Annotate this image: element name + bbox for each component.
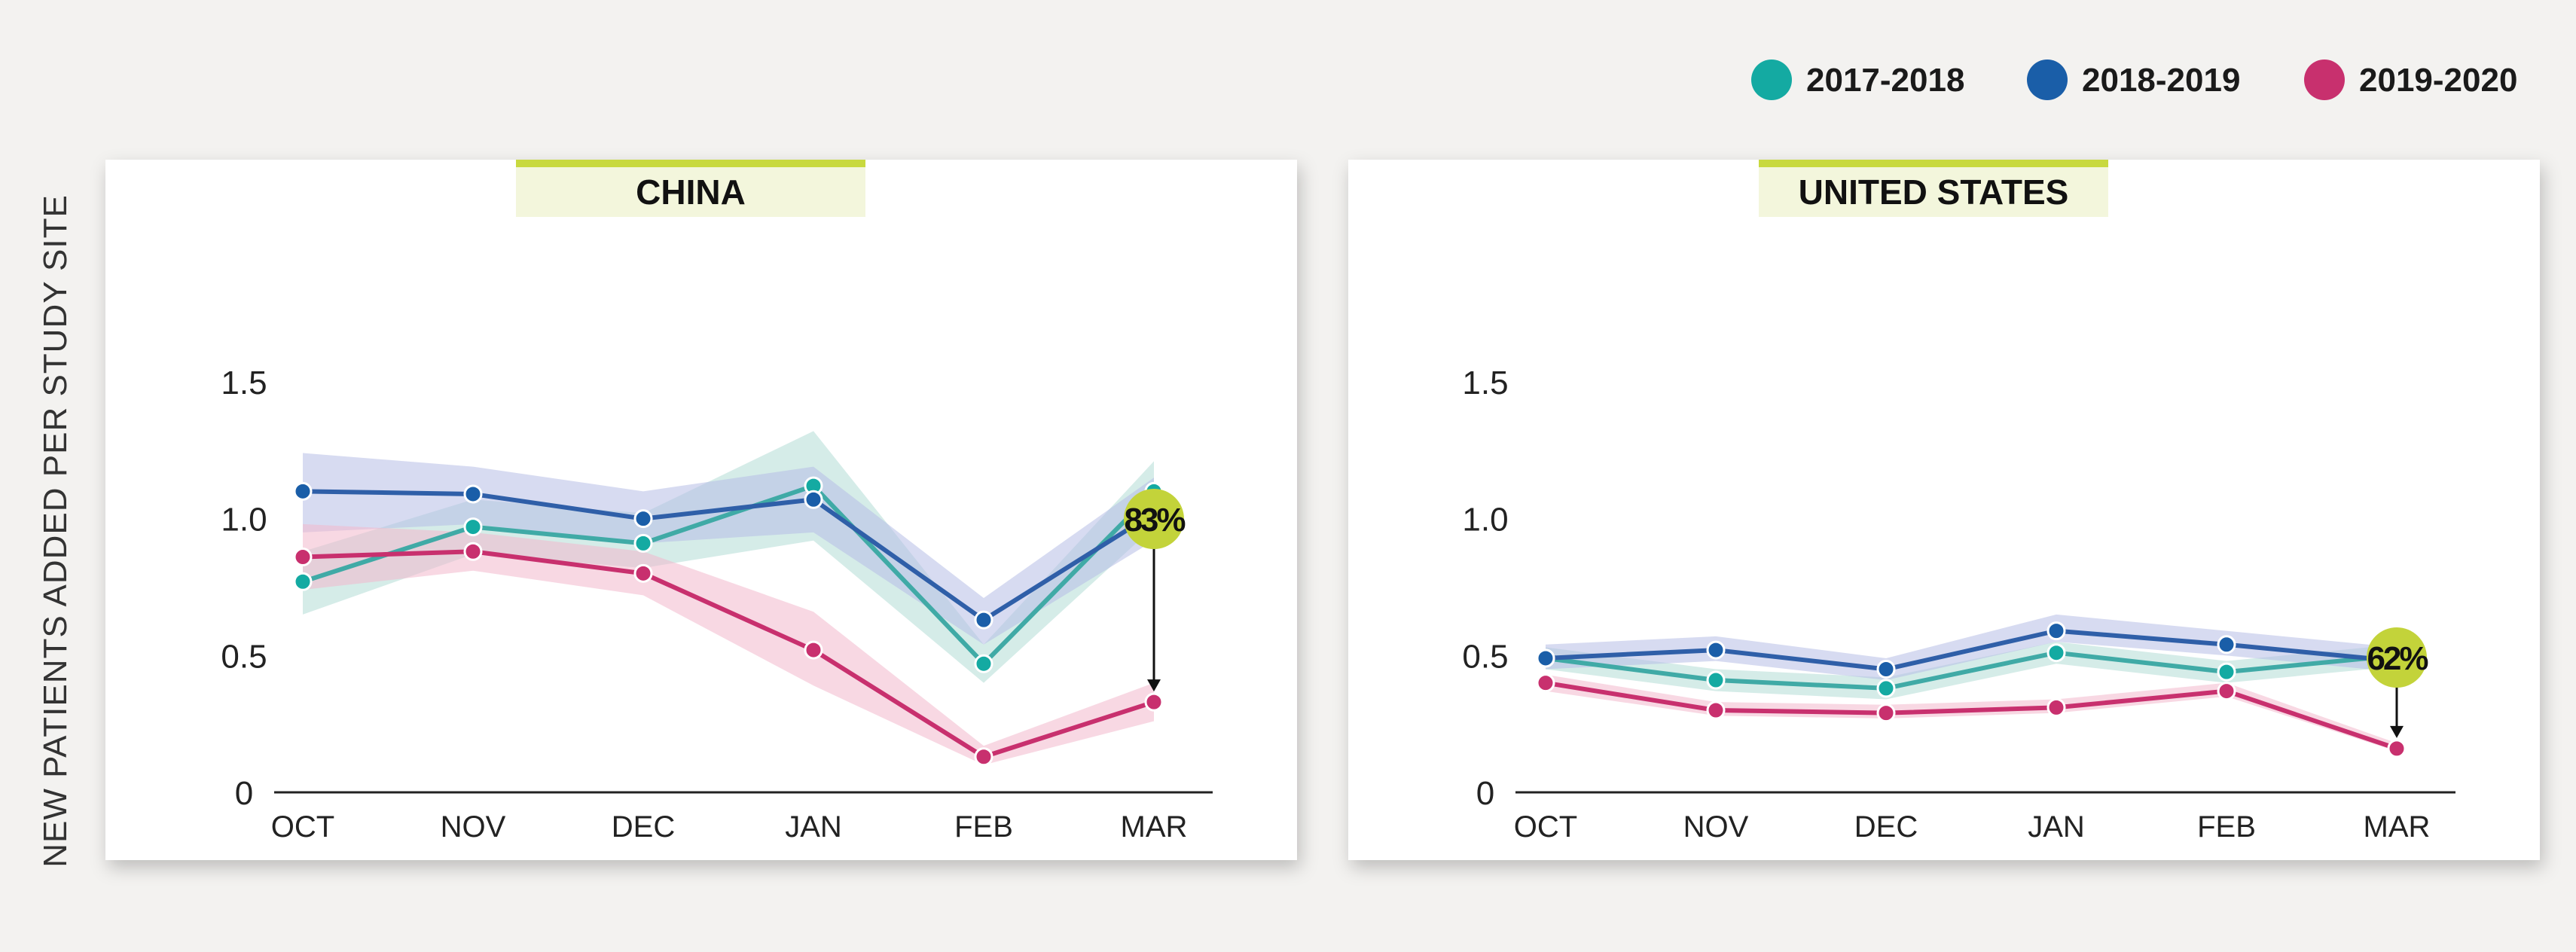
data-point-2019-2020-DEC	[633, 563, 653, 583]
data-point-2018-2019-JAN	[804, 490, 823, 509]
series-line-2017-2018	[1545, 650, 2397, 691]
data-point-2019-2020-JAN	[2046, 697, 2066, 717]
data-point-2018-2019-DEC	[1876, 660, 1896, 679]
data-point-2019-2020-FEB	[974, 747, 993, 767]
x-tick-label: JAN	[785, 810, 842, 844]
data-point-2017-2018-DEC	[1876, 679, 1896, 698]
data-point-2018-2019-OCT	[1536, 648, 1555, 668]
data-point-2019-2020-OCT	[293, 548, 313, 567]
annotation-badge	[2367, 627, 2427, 688]
data-point-2017-2018-FEB	[974, 654, 993, 673]
y-tick-label: 0.5	[1462, 638, 1508, 675]
x-tick-label: MAR	[1121, 810, 1188, 844]
data-point-2017-2018-FEB	[2217, 662, 2236, 682]
legend: 2017-2018 2018-2019 2019-2020	[1751, 60, 2517, 100]
series-line-2019-2020	[302, 549, 1155, 759]
panel-title-background	[1759, 160, 2108, 217]
series-line-2019-2020	[1545, 680, 2397, 751]
x-tick-label: FEB	[2197, 810, 2256, 844]
y-tick-label: 1.5	[1462, 365, 1508, 401]
data-point-2018-2019-NOV	[1706, 640, 1726, 660]
series-line-2018-2019	[302, 489, 1155, 623]
annotation-label: 62%	[2367, 640, 2428, 677]
confidence-band-2018-2019	[1546, 614, 2397, 681]
x-tick-label: OCT	[271, 810, 334, 844]
data-point-2019-2020-NOV	[1706, 700, 1726, 720]
x-tick-label: MAR	[2364, 810, 2431, 844]
y-tick-label: 0.5	[221, 638, 267, 675]
panel-title: CHINA	[636, 172, 746, 212]
data-point-2019-2020-MAR	[2387, 739, 2407, 758]
y-tick-label: 1.5	[221, 365, 267, 401]
data-point-2019-2020-DEC	[1876, 703, 1896, 723]
legend-label: 2019-2020	[2359, 62, 2517, 99]
x-tick-label: DEC	[1854, 810, 1918, 844]
data-point-2017-2018-NOV	[1706, 670, 1726, 690]
confidence-band-2019-2020	[303, 523, 1154, 765]
data-point-2019-2020-JAN	[804, 640, 823, 660]
y-tick-label: 0	[1476, 775, 1494, 812]
panel-title: UNITED STATES	[1799, 172, 2069, 212]
data-point-2019-2020-NOV	[463, 542, 483, 561]
data-point-2019-2020-MAR	[1144, 692, 1164, 712]
data-point-2019-2020-FEB	[2217, 682, 2236, 701]
data-point-2017-2018-DEC	[633, 533, 653, 553]
panel-title-accent	[516, 160, 865, 167]
data-point-2018-2019-JAN	[2046, 621, 2066, 641]
panel-title-accent	[1759, 160, 2108, 167]
data-point-2018-2019-FEB	[2217, 635, 2236, 654]
x-tick-label: JAN	[2028, 810, 2085, 844]
legend-label: 2018-2019	[2082, 62, 2240, 99]
data-point-2018-2019-OCT	[293, 481, 313, 501]
legend-marker-2019-2020	[2304, 60, 2345, 100]
annotation-arrow-head	[1147, 679, 1161, 692]
y-tick-label: 1.0	[221, 502, 267, 539]
data-point-2019-2020-OCT	[1536, 673, 1555, 693]
data-point-2018-2019-DEC	[633, 509, 653, 529]
y-tick-label: 0	[235, 775, 253, 812]
panel-title-background	[516, 160, 865, 217]
x-tick-label: NOV	[441, 810, 506, 844]
x-tick-label: DEC	[612, 810, 675, 844]
data-point-2017-2018-NOV	[463, 517, 483, 537]
data-point-2017-2018-OCT	[293, 572, 313, 591]
chart-panel-china: CHINA 0 0.5 1.0 1.5 OCT NOV DEC JAN FEB MAR 83%	[105, 160, 1297, 860]
data-point-2018-2019-FEB	[974, 610, 993, 630]
x-tick-label: OCT	[1514, 810, 1577, 844]
x-tick-label: FEB	[954, 810, 1013, 844]
chart-panel-united-states: UNITED STATES 0 0.5 1.0 1.5 OCT NOV DEC JAN FEB MA…	[1348, 160, 2540, 860]
panel-background	[1348, 160, 2540, 860]
series-line-2017-2018	[302, 484, 1156, 667]
legend-marker-2018-2019	[2027, 60, 2068, 100]
x-tick-label: NOV	[1683, 810, 1749, 844]
y-tick-label: 1.0	[1462, 502, 1508, 539]
annotation-label: 83%	[1124, 502, 1185, 539]
series-line-2018-2019	[1545, 628, 2397, 672]
data-point-2017-2018-JAN	[2046, 643, 2066, 663]
y-axis-label: NEW PATIENTS ADDED PER STUDY SITE	[37, 194, 74, 868]
legend-marker-2017-2018	[1751, 60, 1792, 100]
legend-label: 2017-2018	[1806, 62, 1964, 99]
annotation-arrow-head	[2390, 725, 2404, 738]
data-point-2018-2019-NOV	[463, 484, 483, 504]
annotation-badge	[1124, 489, 1184, 549]
